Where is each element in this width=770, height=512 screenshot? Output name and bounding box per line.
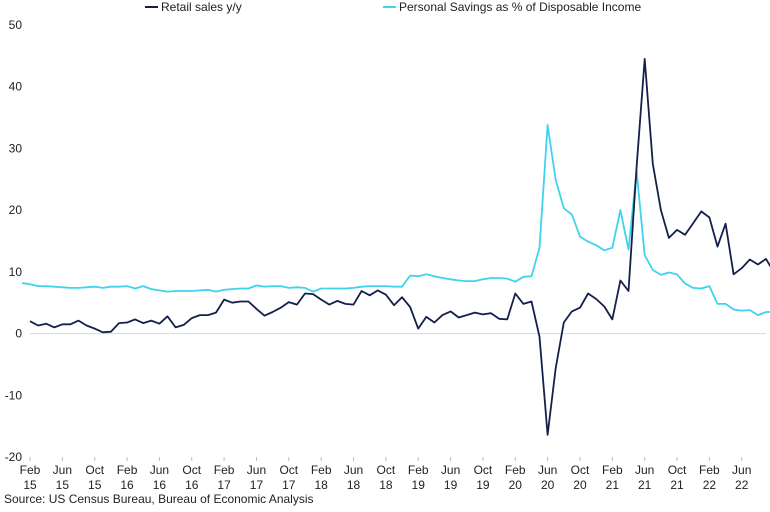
x-tick-label-month: Oct xyxy=(85,463,104,477)
series-group xyxy=(21,58,770,436)
x-tick-label-month: Feb xyxy=(20,463,41,477)
x-tick-label-month: Jun xyxy=(53,463,72,477)
x-tick-label-year: 15 xyxy=(23,478,37,492)
x-tick-label-year: 16 xyxy=(153,478,167,492)
x-tick-label-year: 17 xyxy=(282,478,296,492)
source-note: Source: US Census Bureau, Bureau of Econ… xyxy=(4,492,314,506)
x-tick-label-month: Jun xyxy=(150,463,169,477)
x-tick-label-month: Jun xyxy=(538,463,557,477)
x-tick-label-year: 16 xyxy=(120,478,134,492)
y-tick-label: 50 xyxy=(9,18,23,32)
x-tick-label-year: 21 xyxy=(638,478,652,492)
x-tick-label-month: Jun xyxy=(344,463,363,477)
x-tick-label-year: 20 xyxy=(509,478,523,492)
x-tick-label-year: 17 xyxy=(250,478,264,492)
y-tick-label: -20 xyxy=(5,450,23,464)
x-tick-label-year: 21 xyxy=(606,478,620,492)
y-tick-label: -10 xyxy=(5,388,23,402)
y-tick-label: 20 xyxy=(9,203,23,217)
x-tick-label-month: Jun xyxy=(441,463,460,477)
y-tick-label: 10 xyxy=(9,265,23,279)
x-tick-label-month: Feb xyxy=(505,463,526,477)
x-tick-label-year: 19 xyxy=(444,478,458,492)
x-tick-label-year: 20 xyxy=(573,478,587,492)
x-tick-label-year: 20 xyxy=(541,478,555,492)
legend: Retail sales y/y Personal Savings as % o… xyxy=(145,0,641,14)
x-tick-label-month: Feb xyxy=(214,463,235,477)
x-tick-label-year: 18 xyxy=(347,478,361,492)
x-tick-label-month: Jun xyxy=(732,463,751,477)
x-tick-label-year: 18 xyxy=(314,478,328,492)
x-tick-label-month: Oct xyxy=(182,463,201,477)
x-tick-label-month: Oct xyxy=(668,463,687,477)
x-tick-label-year: 19 xyxy=(412,478,426,492)
y-tick-label: 0 xyxy=(15,327,22,341)
x-tick-label-month: Oct xyxy=(571,463,590,477)
x-axis: Feb15Jun15Oct15Feb16Jun16Oct16Feb17Jun17… xyxy=(20,457,751,492)
x-tick-label-year: 15 xyxy=(88,478,102,492)
series-line-retail-sales xyxy=(29,58,770,436)
x-tick-label-month: Oct xyxy=(279,463,298,477)
x-tick-label-year: 18 xyxy=(379,478,393,492)
x-tick-label-month: Feb xyxy=(408,463,429,477)
x-tick-label-year: 16 xyxy=(185,478,199,492)
x-tick-label-year: 19 xyxy=(476,478,490,492)
x-tick-label-year: 15 xyxy=(56,478,70,492)
x-tick-label-year: 21 xyxy=(670,478,684,492)
y-axis: -20 -10 0 10 20 30 40 50 xyxy=(5,18,23,464)
x-tick-label-month: Oct xyxy=(474,463,493,477)
x-tick-label-year: 22 xyxy=(703,478,717,492)
y-tick-label: 40 xyxy=(9,80,23,94)
x-tick-label-year: 17 xyxy=(217,478,231,492)
x-tick-label-month: Feb xyxy=(602,463,623,477)
x-tick-label-year: 22 xyxy=(735,478,749,492)
x-tick-label-month: Oct xyxy=(377,463,396,477)
legend-label-personal-savings: Personal Savings as % of Disposable Inco… xyxy=(399,0,641,14)
x-tick-label-month: Feb xyxy=(699,463,720,477)
legend-label-retail-sales: Retail sales y/y xyxy=(161,0,242,14)
y-tick-label: 30 xyxy=(9,141,23,155)
x-tick-label-month: Feb xyxy=(117,463,138,477)
x-tick-label-month: Jun xyxy=(635,463,654,477)
series-line-personal-savings xyxy=(21,124,770,317)
x-tick-label-month: Feb xyxy=(311,463,332,477)
x-tick-label-month: Jun xyxy=(247,463,266,477)
